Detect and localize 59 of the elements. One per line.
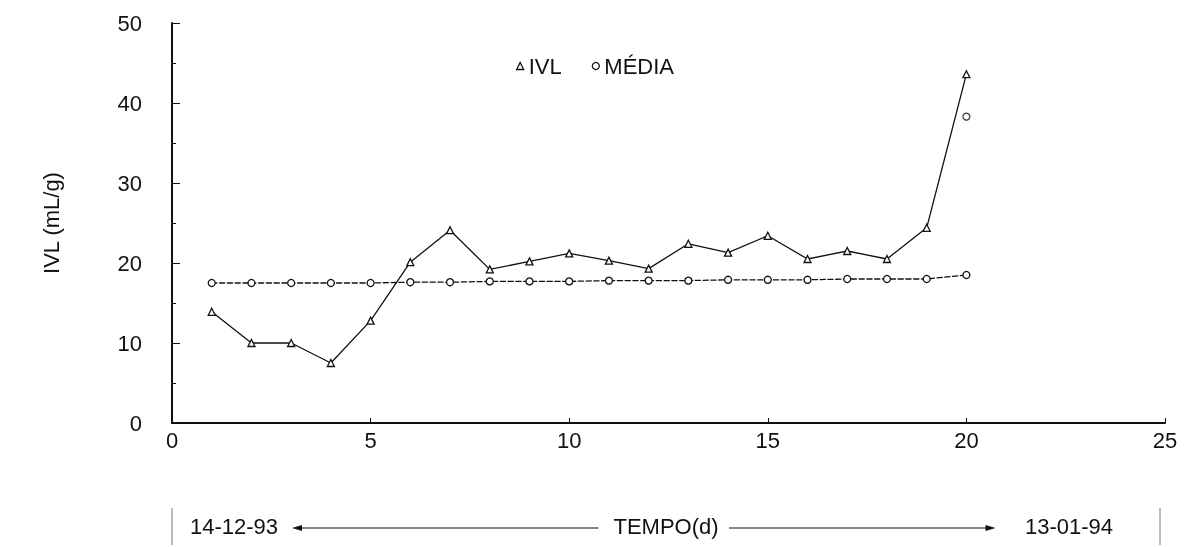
y-axis-title: IVL (mL/g) (38, 172, 64, 274)
point (287, 278, 296, 288)
y-tick-label: 10 (117, 330, 142, 356)
point (922, 274, 931, 284)
point (962, 70, 971, 79)
point (684, 276, 693, 285)
point (803, 275, 812, 284)
point (287, 338, 296, 348)
text: 14-12-93 (190, 513, 279, 539)
x-tick-label: 20 (954, 427, 979, 453)
point (485, 277, 494, 286)
point (723, 248, 733, 257)
point (525, 257, 534, 266)
y-tick-label: 40 (117, 90, 142, 116)
point (326, 278, 336, 288)
point (882, 274, 892, 284)
point (922, 223, 931, 232)
point (525, 277, 534, 286)
x-tick-label: 0 (165, 427, 179, 453)
text: 13-01-94 (1025, 513, 1114, 539)
point (604, 256, 614, 265)
x-tick-label: 25 (1152, 427, 1178, 453)
point (882, 254, 892, 264)
legend-label: MÉDIA (604, 53, 675, 79)
point (207, 278, 216, 288)
x-tick-label: 5 (364, 427, 377, 453)
point (406, 258, 415, 267)
x-tick-label: 10 (556, 427, 582, 453)
point (763, 275, 772, 284)
point (644, 264, 653, 273)
x-axis-title: TEMPO(d) (613, 513, 719, 539)
point (843, 246, 852, 256)
y-tick-label: 20 (117, 250, 142, 276)
point (366, 316, 375, 325)
point (565, 277, 574, 286)
y-tick-label: 50 (117, 10, 142, 36)
point (723, 275, 733, 284)
point (604, 276, 614, 285)
point (565, 249, 574, 258)
point (684, 239, 693, 248)
point (962, 270, 971, 280)
point (326, 358, 336, 368)
point (445, 278, 455, 287)
x-tick-label: 15 (755, 427, 781, 453)
y-tick-label: 30 (117, 170, 142, 196)
point (803, 254, 812, 264)
point (644, 276, 653, 285)
point (763, 231, 772, 240)
point (207, 307, 216, 316)
point (843, 274, 852, 284)
point (485, 265, 494, 274)
point (962, 112, 971, 121)
y-tick-label: 0 (129, 410, 142, 436)
point (366, 278, 375, 288)
point (445, 226, 455, 235)
point (406, 278, 415, 287)
legend-label: IVL (528, 53, 562, 79)
point (247, 338, 256, 348)
point (247, 278, 256, 288)
